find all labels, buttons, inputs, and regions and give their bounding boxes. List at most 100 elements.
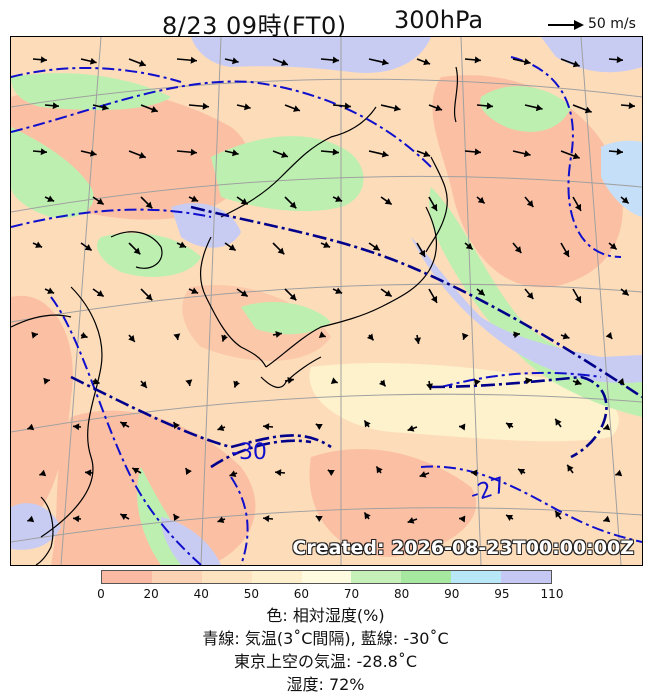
wind-arrow-icon (620, 196, 630, 205)
wind-arrow-icon (236, 196, 249, 206)
colorbar-tick-label: 80 (394, 587, 410, 601)
wind-arrow-icon (284, 288, 297, 301)
wind-arrow-icon (368, 58, 389, 66)
wind-arrow-icon (140, 196, 153, 209)
colorbar-segment (201, 571, 252, 583)
wind-arrow-icon (524, 288, 534, 300)
wind-arrow-icon (39, 469, 47, 477)
wind-arrow-icon (43, 377, 51, 385)
humidity-dry-region (309, 448, 477, 557)
wind-arrow-icon (464, 148, 482, 156)
wind-arrow-icon (176, 56, 197, 64)
wind-arrow-icon (128, 334, 136, 343)
wind-arrow-icon (416, 242, 426, 258)
coastline (11, 66, 459, 565)
wind-arrow-icon (315, 515, 323, 523)
wind-arrow-icon (620, 288, 630, 297)
wind-arrow-icon (128, 242, 141, 255)
wind-arrow-icon (605, 331, 613, 340)
wind-arrow-icon (318, 331, 326, 338)
wind-arrow-icon (272, 58, 289, 66)
wind-arrow-icon (554, 418, 562, 428)
wind-arrow-icon (572, 288, 582, 304)
wind-arrow-icon (378, 379, 387, 387)
wind-arrow-icon (27, 423, 35, 431)
humidity-saturated-region (161, 517, 221, 565)
wind-arrow-icon (505, 422, 514, 430)
wind-arrow-icon (366, 333, 375, 341)
humidity-dry-region (11, 295, 73, 537)
wind-arrow-icon (428, 196, 438, 212)
wind-arrow-icon (128, 150, 147, 159)
wind-arrow-icon (224, 242, 237, 252)
colorbar-tick-label: 0 (97, 587, 105, 601)
wind-arrow-icon (217, 424, 226, 431)
wind-arrow-icon (560, 242, 570, 258)
wind-arrow-icon (474, 378, 481, 386)
wind-arrow-icon (31, 331, 39, 339)
wind-reference-arrow-icon (548, 20, 584, 30)
colorbar-segment (451, 571, 502, 583)
wind-arrow-icon (380, 288, 393, 298)
wind-arrow-icon (615, 469, 623, 477)
wind-arrow-icon (92, 378, 100, 385)
isotherms (11, 56, 642, 565)
contour-label-minus30: -30 (231, 440, 267, 465)
wind-arrow-icon (320, 148, 340, 156)
colorbar-tick-label: 110 (540, 587, 564, 601)
wind-arrow-icon (608, 56, 624, 64)
wind-arrow-icon (119, 421, 130, 429)
wind-arrow-icon (476, 196, 486, 205)
wind-arrow-icon (188, 195, 199, 202)
wind-arrow-icon (524, 377, 533, 385)
wind-arrow-icon (512, 242, 522, 254)
wind-arrow-icon (505, 514, 514, 522)
wind-arrow-icon (375, 465, 383, 474)
chart-title: 8/23 09時(FT0) 300hPa (0, 2, 651, 40)
wind-arrow-icon (92, 103, 109, 111)
wind-arrow-icon (560, 58, 580, 68)
created-timestamp: Created: 2026-08-23T00:00:00Z (292, 537, 634, 559)
humidity-saturated-region (411, 237, 642, 383)
wind-arrow-icon (470, 469, 478, 477)
wind-arrow-icon (620, 102, 636, 110)
wind-arrow-icon (617, 377, 625, 386)
wind-arrow-icon (428, 104, 443, 112)
wind-arrow-icon (315, 423, 323, 431)
wind-arrow-icon (262, 423, 274, 431)
wind-arrow-icon (416, 58, 431, 66)
wind-arrow-icon (332, 195, 343, 202)
humidity-colorbar (101, 570, 552, 584)
wind-arrow-icon (603, 423, 611, 431)
wind-arrow-icon (512, 331, 521, 339)
colorbar-segment (251, 571, 302, 583)
wind-arrow-icon (80, 57, 97, 65)
wind-arrow-icon (368, 150, 389, 158)
colorbar-tick-label: 40 (193, 587, 209, 601)
colorbar-segment (501, 571, 552, 583)
wind-arrow-icon (572, 104, 592, 114)
humidity-saturated-region (191, 37, 431, 73)
wind-arrow-icon (32, 56, 48, 64)
wind-arrow-icon (221, 334, 228, 342)
wind-arrow-icon (554, 510, 562, 520)
colorbar-tick-label: 70 (343, 587, 360, 601)
wind-arrow-icon (274, 469, 286, 477)
wind-arrow-icon (140, 104, 159, 113)
wind-arrow-icon (272, 331, 283, 338)
wind-arrow-icon (44, 102, 60, 110)
legend: 色: 相対湿度(%) 青線: 気温(3˚C間隔), 藍線: -30˚C 東京上空… (0, 604, 651, 696)
legend-color-meaning: 色: 相対湿度(%) (266, 606, 385, 625)
colorbar-ticks: 0 20 40 50 60 70 80 90 95 110 (97, 586, 563, 602)
wind-arrow-icon (176, 241, 187, 248)
map-canvas: -30 -27 (11, 37, 642, 565)
wind-arrow-icon (284, 104, 301, 112)
legend-tokyo-humidity: 湿度: 72% (286, 675, 365, 694)
wind-arrow-icon (262, 515, 274, 523)
colorbar-tick-label: 95 (494, 587, 510, 601)
humidity-moist-region (11, 127, 94, 218)
humidity-moist-region (429, 187, 642, 417)
wind-arrow-icon (608, 242, 618, 251)
wind-arrow-icon (188, 102, 209, 110)
wind-arrow-icon (560, 332, 570, 340)
